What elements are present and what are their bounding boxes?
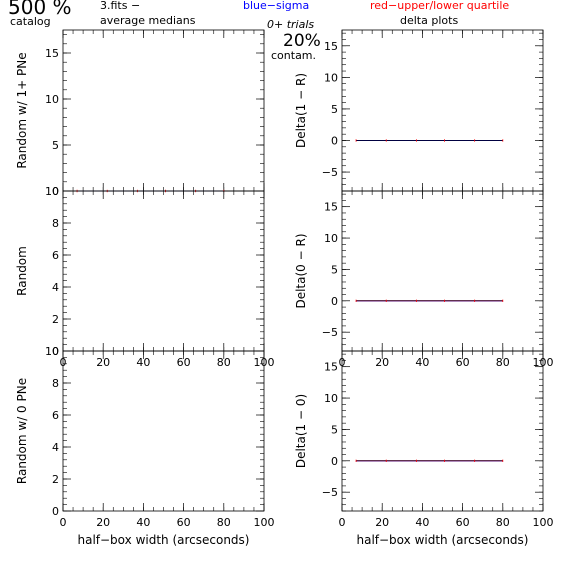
y-tick-label: 4 <box>52 281 59 294</box>
x-tick-label: 60 <box>456 356 470 369</box>
y-tick-label: 6 <box>52 409 59 422</box>
x-tick-label: 100 <box>533 516 554 529</box>
y-axis-label: Random w/ 0 PNe <box>15 378 29 484</box>
x-tick-label: 0 <box>60 516 67 529</box>
trials-label: 0+ trials <box>267 18 315 31</box>
y-tick-label: 10 <box>324 232 338 245</box>
y-tick-label: 5 <box>52 139 59 152</box>
x-tick-label: 20 <box>96 516 110 529</box>
quartile-legend: red−upper/lower quartile <box>370 0 510 12</box>
x-axis-label: half−box width (arcseconds) <box>77 533 249 547</box>
y-axis-label: Delta(1 − 0) <box>294 394 308 468</box>
y-tick-label: −5 <box>322 166 338 179</box>
y-tick-label: 10 <box>45 93 59 106</box>
file-label: 3.fits − <box>100 0 141 12</box>
y-tick-label: 10 <box>45 185 59 198</box>
y-tick-label: 10 <box>324 392 338 405</box>
y-tick-label: −5 <box>322 326 338 339</box>
x-axis-label: half−box width (arcseconds) <box>356 533 528 547</box>
y-tick-label: 10 <box>324 71 338 84</box>
y-tick-label: 0 <box>331 295 338 308</box>
y-tick-label: 0 <box>331 134 338 147</box>
x-tick-label: 20 <box>375 356 389 369</box>
y-tick-label: 4 <box>52 441 59 454</box>
medians-label: average medians <box>100 14 196 27</box>
y-tick-label: 0 <box>331 455 338 468</box>
delta-plots-title: delta plots <box>400 14 459 27</box>
x-tick-label: 0 <box>339 516 346 529</box>
y-tick-label: 0 <box>52 505 59 518</box>
plot-frame <box>62 29 265 192</box>
y-tick-label: 6 <box>52 249 59 262</box>
contamination-label: contam. <box>271 49 317 62</box>
y-tick-label: 5 <box>331 103 338 116</box>
y-tick-label: 2 <box>52 473 59 486</box>
x-tick-label: 80 <box>496 356 510 369</box>
x-tick-label: 60 <box>177 356 191 369</box>
y-tick-label: 5 <box>331 263 338 276</box>
x-tick-label: 60 <box>177 516 191 529</box>
y-tick-label: 0 <box>52 185 59 198</box>
y-axis-label: Random <box>15 246 29 296</box>
y-tick-label: 10 <box>45 345 59 358</box>
sigma-legend: blue−sigma <box>243 0 310 12</box>
x-tick-label: 60 <box>456 516 470 529</box>
x-tick-label: 20 <box>96 356 110 369</box>
x-tick-label: 100 <box>254 516 275 529</box>
x-tick-label: 40 <box>415 516 429 529</box>
y-tick-label: 15 <box>324 40 338 53</box>
panel-1: 0 5 10 15 Random w/ 1+ PNe <box>15 29 265 198</box>
y-tick-label: 15 <box>324 201 338 214</box>
plot-frame <box>62 350 265 512</box>
x-tick-label: 40 <box>136 516 150 529</box>
y-tick-label: 5 <box>331 423 338 436</box>
plot-frame <box>341 29 544 192</box>
y-tick-label: 8 <box>52 217 59 230</box>
y-tick-label: −5 <box>322 486 338 499</box>
x-tick-label: 40 <box>136 356 150 369</box>
plot-frame <box>341 350 544 512</box>
y-tick-label: 2 <box>52 313 59 326</box>
y-tick-label: 15 <box>324 361 338 374</box>
y-tick-label: 8 <box>52 377 59 390</box>
y-axis-label: Random w/ 1+ PNe <box>15 52 29 168</box>
plot-frame <box>341 190 544 352</box>
y-tick-label: 15 <box>45 47 59 60</box>
x-tick-label: 80 <box>217 516 231 529</box>
plot-frame <box>62 190 265 352</box>
y-tick-label: 0 <box>52 345 59 358</box>
panel-5: 0 20 40 60 80 100 0 2 4 6 8 10 Random w/ 0 PNe half−b… <box>15 345 275 547</box>
x-tick-label: 40 <box>415 356 429 369</box>
x-tick-label: 80 <box>496 516 510 529</box>
panel-6: 0 20 40 60 80 100 −5 0 5 10 15 Delta(1 − 0) half−box… <box>294 350 554 547</box>
count-label: 500 % <box>8 0 72 19</box>
panel-2: −5 0 5 10 15 Delta(1 − R) <box>294 29 544 192</box>
x-tick-label: 80 <box>217 356 231 369</box>
catalog-label: catalog <box>10 15 51 28</box>
contamination-percent: 20% <box>283 31 321 51</box>
y-axis-label: Delta(0 − R) <box>294 233 308 308</box>
y-axis-label: Delta(1 − R) <box>294 73 308 148</box>
x-tick-label: 20 <box>375 516 389 529</box>
